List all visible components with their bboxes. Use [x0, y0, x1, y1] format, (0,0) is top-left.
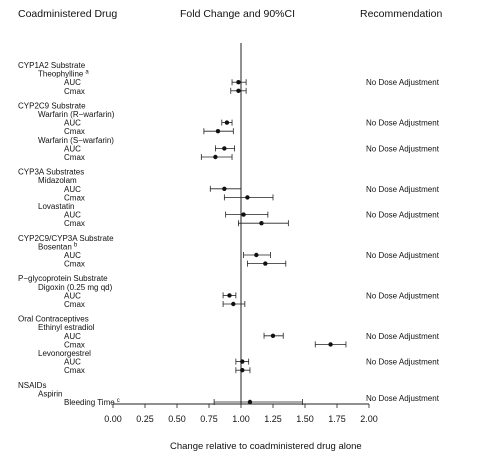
- x-tick-label: 1.00: [232, 414, 250, 424]
- point-estimate: [247, 399, 253, 405]
- point-estimate: [236, 88, 241, 94]
- x-tick-label: 0.50: [168, 414, 186, 424]
- metric-label: AUC: [64, 251, 81, 260]
- metric-label: Cmax: [64, 127, 85, 136]
- x-axis-label: Change relative to coadministered drug a…: [170, 441, 362, 452]
- drug-label: Lovastatin: [38, 202, 74, 211]
- point-estimate: [240, 359, 245, 364]
- recommendation-text: No Dose Adjustment: [366, 251, 440, 260]
- metric-label: AUC: [64, 211, 81, 220]
- group-label: P−glycoprotein Substrate: [18, 274, 108, 283]
- forest-marks: [200, 79, 347, 405]
- x-tick-label: 0.75: [200, 414, 218, 424]
- drug-label: Digoxin (0.25 mg qd): [38, 283, 113, 292]
- metric-label: AUC: [64, 144, 81, 153]
- metric-label: AUC: [64, 291, 81, 300]
- recommendation-labels: No Dose Adjustment No Dose Adjustment No D…: [366, 78, 440, 403]
- metric-label: AUC: [64, 358, 81, 367]
- group-label: CYP2C9/CYP3A Substrate: [18, 234, 114, 243]
- point-estimate: [270, 333, 276, 338]
- group-label: CYP2C9 Substrate: [18, 101, 86, 110]
- drug-label: Levonorgestrel: [38, 349, 91, 358]
- drug-column-header: Coadministered Drug: [18, 8, 118, 20]
- drug-label: Bosentan b: [38, 242, 78, 251]
- footnote-marker: b: [74, 242, 78, 248]
- metric-label: Cmax: [64, 219, 85, 228]
- fold-change-column-header: Fold Change and 90%CI: [180, 8, 295, 20]
- point-estimate: [240, 368, 245, 373]
- x-tick-label: 1.75: [328, 414, 346, 424]
- metric-label: AUC: [64, 119, 81, 128]
- group-label: Oral Contraceptives: [18, 315, 89, 324]
- footnote-marker: a: [85, 70, 89, 76]
- x-tick-label: 0.00: [104, 414, 122, 424]
- x-tick-label: 1.50: [296, 414, 314, 424]
- x-tick-label: 1.25: [264, 414, 282, 424]
- point-estimate: [224, 120, 230, 125]
- metric-label: Cmax: [64, 260, 85, 269]
- metric-label: Cmax: [64, 366, 85, 375]
- point-estimate: [213, 154, 218, 160]
- drug-label: Aspirin: [38, 389, 62, 398]
- metric-label: Cmax: [64, 340, 85, 349]
- drug-label: Warfarin (R−warfarin): [38, 110, 115, 119]
- recommendation-text: No Dose Adjustment: [366, 144, 440, 153]
- recommendation-text: No Dose Adjustment: [366, 119, 440, 128]
- drug-label: Warfarin (S−warfarin): [38, 136, 114, 145]
- metric-label: Cmax: [64, 300, 85, 309]
- metric-label: Cmax: [64, 87, 85, 96]
- x-axis: 0.00 0.25 0.50 0.75 1.00 1.25 1.50 1.75 2.00: [104, 43, 378, 424]
- recommendation-text: No Dose Adjustment: [366, 78, 440, 87]
- recommendation-text: No Dose Adjustment: [366, 185, 440, 194]
- point-estimate: [263, 261, 268, 266]
- point-estimate: [254, 252, 259, 258]
- footnote-marker: c: [117, 398, 120, 404]
- recommendation-text: No Dose Adjustment: [366, 211, 440, 220]
- recommendation-text: No Dose Adjustment: [366, 332, 440, 341]
- metric-label: AUC: [64, 185, 81, 194]
- recommendation-text: No Dose Adjustment: [366, 291, 440, 300]
- drug-label: Theophylline a: [38, 70, 89, 79]
- point-estimate: [227, 293, 232, 298]
- point-estimate: [328, 342, 333, 347]
- x-tick-label: 2.00: [360, 414, 378, 424]
- group-label: CYP1A2 Substrate: [18, 61, 86, 70]
- point-estimate: [231, 301, 236, 307]
- metric-label: Cmax: [64, 153, 85, 162]
- point-estimate: [215, 129, 221, 134]
- drug-label: Ethinyl estradiol: [38, 323, 95, 332]
- recommendation-text: No Dose Adjustment: [366, 394, 440, 403]
- metric-label: AUC: [64, 78, 81, 87]
- point-estimate: [222, 146, 227, 151]
- metric-label: AUC: [64, 332, 81, 341]
- group-label: CYP3A Substrates: [18, 168, 84, 177]
- drug-label: Midazolam: [38, 176, 77, 185]
- recommendation-text: No Dose Adjustment: [366, 358, 440, 367]
- group-label: NSAIDs: [18, 381, 46, 390]
- metric-label: Cmax: [64, 193, 85, 202]
- point-estimate: [245, 195, 250, 200]
- x-tick-label: 0.25: [136, 414, 154, 424]
- point-estimate: [241, 212, 246, 217]
- point-estimate: [222, 186, 227, 191]
- recommendation-column-header: Recommendation: [360, 8, 443, 20]
- point-estimate: [259, 221, 264, 226]
- point-estimate: [236, 80, 241, 85]
- metric-label: Bleeding Time c: [64, 398, 120, 407]
